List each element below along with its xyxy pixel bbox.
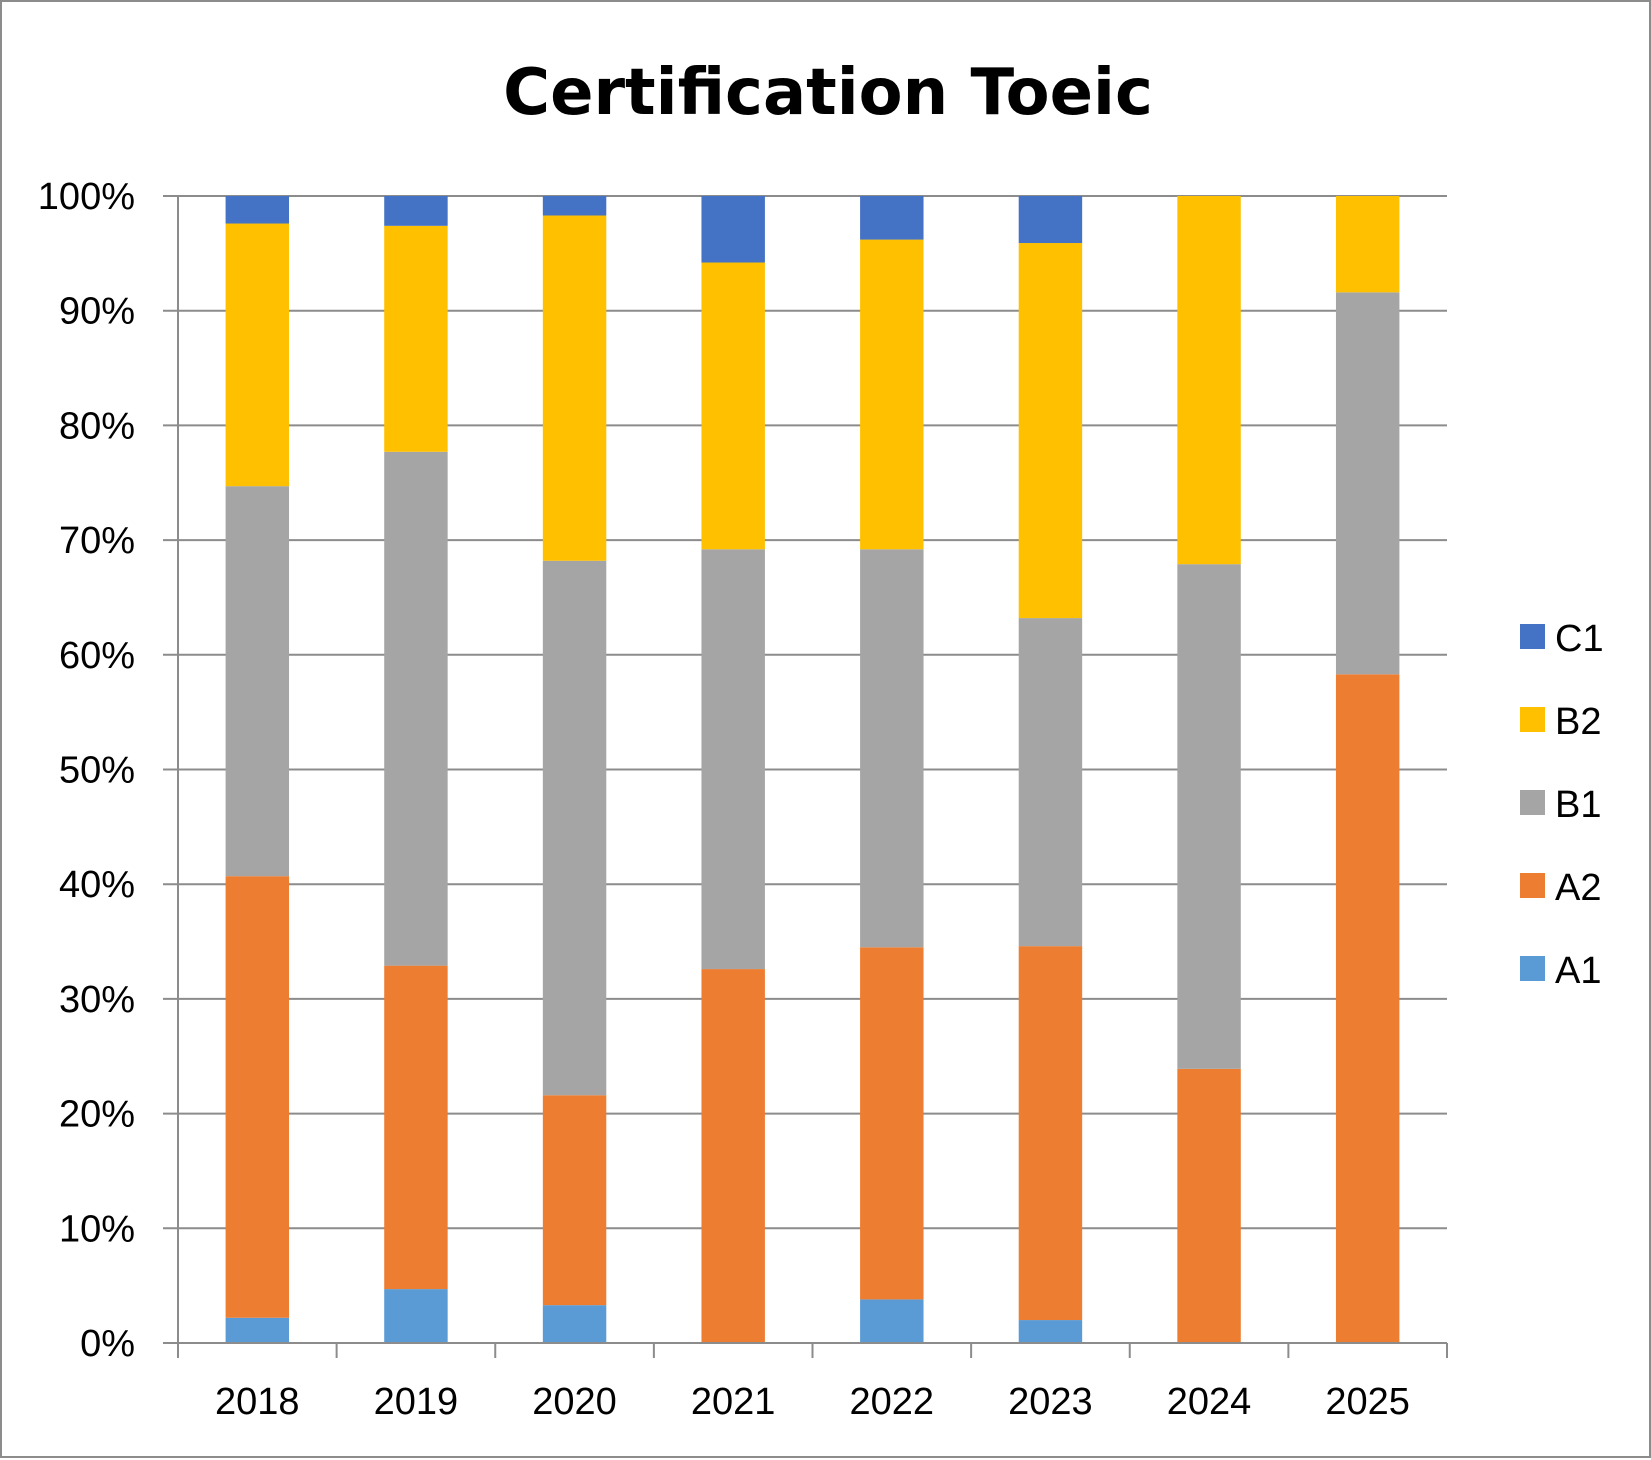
x-axis-tick-labels: 2018 2019 2020 2021 2022 2023 2024 2025 bbox=[215, 1381, 1410, 1423]
bar-segment-b1-2020 bbox=[542, 560, 607, 1096]
y-tick-label: 100% bbox=[38, 176, 135, 218]
bar-segment-b1-2018 bbox=[225, 486, 290, 877]
bar-segment-a2-2022 bbox=[860, 947, 924, 1300]
legend-label: A1 bbox=[1555, 950, 1601, 992]
legend-swatch bbox=[1520, 873, 1545, 898]
x-tick-label: 2024 bbox=[1167, 1381, 1252, 1423]
bar-segment-a1-2023 bbox=[1018, 1320, 1083, 1343]
legend-item-c1: C1 bbox=[1520, 618, 1604, 660]
bar-segment-a2-2021 bbox=[701, 969, 765, 1343]
bar-segment-a2-2020 bbox=[542, 1095, 607, 1306]
y-tick-label: 0% bbox=[80, 1323, 135, 1365]
y-axis-tick-labels: 0% 10% 20% 30% 40% 50% 60% 70% 80% 90% 100% bbox=[38, 176, 135, 1365]
bar-segment-b1-2023 bbox=[1018, 618, 1083, 947]
bar-segment-c1-2018 bbox=[225, 196, 290, 224]
x-tick-label: 2023 bbox=[1008, 1381, 1093, 1423]
bar-segment-b1-2024 bbox=[1177, 564, 1241, 1069]
y-tick-label: 20% bbox=[59, 1094, 135, 1136]
legend-label: B2 bbox=[1555, 701, 1601, 743]
bar-segment-b2-2024 bbox=[1177, 196, 1241, 565]
legend-label: B1 bbox=[1555, 784, 1601, 826]
bar-segment-a2-2023 bbox=[1018, 946, 1083, 1321]
bar-segment-b2-2025 bbox=[1335, 196, 1400, 293]
bar-segment-a2-2018 bbox=[225, 876, 290, 1318]
legend-label: A2 bbox=[1555, 867, 1601, 909]
y-tick-label: 50% bbox=[59, 750, 135, 792]
bar-segment-c1-2022 bbox=[860, 196, 924, 240]
y-tick-label: 30% bbox=[59, 979, 135, 1021]
bar-segment-b1-2019 bbox=[384, 451, 448, 966]
bar-segment-b2-2019 bbox=[384, 225, 448, 452]
bar-segment-a1-2022 bbox=[860, 1299, 924, 1343]
legend-swatch bbox=[1520, 624, 1545, 649]
gridlines bbox=[163, 195, 1447, 1344]
x-tick-label: 2022 bbox=[850, 1381, 935, 1423]
bar-segment-c1-2020 bbox=[542, 196, 607, 216]
x-tick-label: 2021 bbox=[691, 1381, 776, 1423]
axes bbox=[163, 196, 1448, 1358]
x-tick-label: 2018 bbox=[215, 1381, 300, 1423]
bar-segment-b1-2021 bbox=[701, 549, 765, 970]
bar-segment-c1-2019 bbox=[384, 196, 448, 226]
legend-swatch bbox=[1520, 790, 1545, 815]
bar-segment-b2-2020 bbox=[542, 215, 607, 561]
y-tick-label: 40% bbox=[59, 864, 135, 906]
bar-segment-b2-2021 bbox=[701, 262, 765, 550]
legend-label: C1 bbox=[1555, 618, 1604, 660]
legend-item-a2: A2 bbox=[1520, 867, 1601, 909]
bar-segment-b1-2025 bbox=[1335, 292, 1400, 675]
legend-item-a1: A1 bbox=[1520, 950, 1601, 992]
legend-swatch bbox=[1520, 956, 1545, 981]
bar-segment-c1-2021 bbox=[701, 196, 765, 263]
chart-title: Certification Toeic bbox=[503, 56, 1153, 130]
x-tick-label: 2020 bbox=[532, 1381, 617, 1423]
bar-segment-a2-2024 bbox=[1177, 1068, 1241, 1343]
bars bbox=[225, 196, 1400, 1343]
bar-segment-a2-2025 bbox=[1335, 674, 1400, 1343]
x-tick-label: 2025 bbox=[1325, 1381, 1410, 1423]
y-tick-label: 90% bbox=[59, 291, 135, 333]
bar-segment-a1-2019 bbox=[384, 1289, 448, 1343]
x-tick-label: 2019 bbox=[374, 1381, 459, 1423]
bar-segment-b1-2022 bbox=[860, 549, 924, 948]
bar-segment-b2-2023 bbox=[1018, 243, 1083, 619]
bar-segment-a1-2020 bbox=[542, 1305, 607, 1343]
bar-segment-b2-2022 bbox=[860, 239, 924, 550]
legend: C1 B2 B1 A2 A1 bbox=[1520, 618, 1604, 992]
legend-item-b2: B2 bbox=[1520, 701, 1601, 743]
bar-segment-a2-2019 bbox=[384, 965, 448, 1290]
legend-swatch bbox=[1520, 707, 1545, 732]
y-tick-label: 70% bbox=[59, 520, 135, 562]
y-tick-label: 80% bbox=[59, 405, 135, 447]
bar-segment-c1-2023 bbox=[1018, 196, 1083, 244]
y-tick-label: 60% bbox=[59, 635, 135, 677]
y-tick-label: 10% bbox=[59, 1208, 135, 1250]
bar-segment-a1-2018 bbox=[225, 1317, 290, 1343]
legend-item-b1: B1 bbox=[1520, 784, 1601, 826]
bar-segment-b2-2018 bbox=[225, 223, 290, 487]
